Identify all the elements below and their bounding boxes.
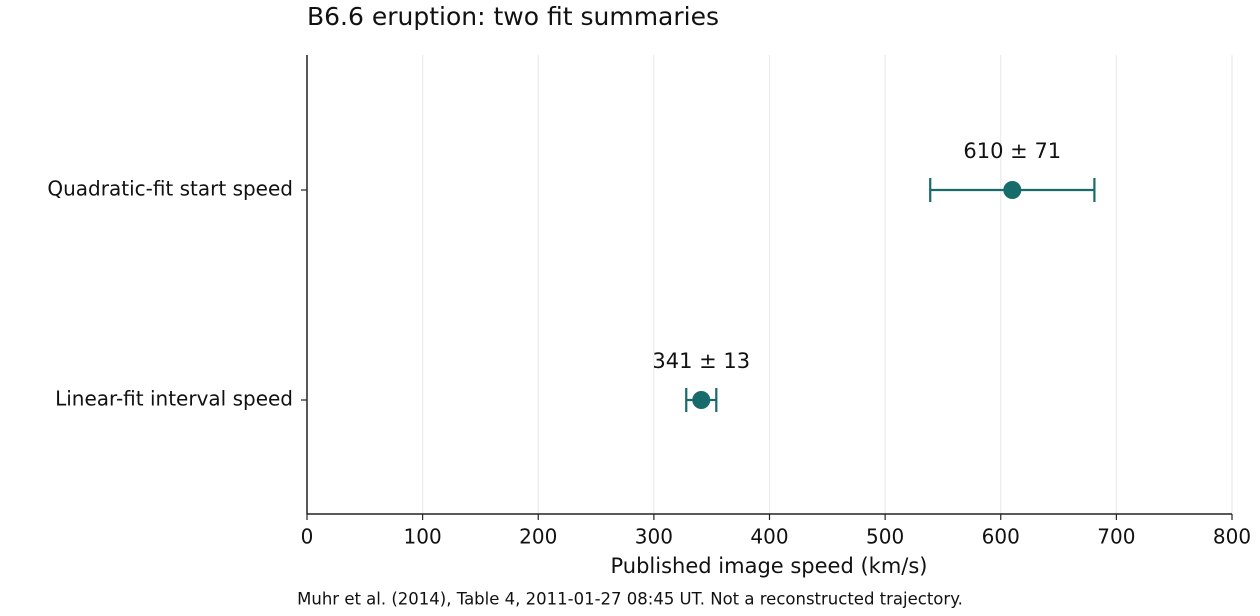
chart-title: B6.6 eruption: two fit summaries	[307, 2, 719, 31]
value-label: 610 ± 71	[963, 139, 1061, 163]
y-tick-label: Quadratic-fit start speed	[47, 177, 293, 201]
footnote: Muhr et al. (2014), Table 4, 2011-01-27 …	[297, 590, 963, 609]
x-tick-label: 0	[301, 525, 314, 549]
x-tick-label: 500	[866, 525, 904, 549]
point	[692, 391, 711, 409]
x-tick-label: 300	[635, 525, 673, 549]
x-tick-label: 800	[1213, 525, 1251, 549]
x-tick-label: 700	[1097, 525, 1135, 549]
x-tick-label: 600	[982, 525, 1020, 549]
x-tick-label: 200	[519, 525, 557, 549]
x-axis-label: Published image speed (km/s)	[611, 554, 928, 578]
value-label: 341 ± 13	[652, 349, 750, 373]
x-tick-label: 400	[750, 525, 788, 549]
x-tick-label: 100	[404, 525, 442, 549]
point	[1003, 181, 1022, 199]
y-tick-label: Linear-fit interval speed	[55, 387, 293, 411]
